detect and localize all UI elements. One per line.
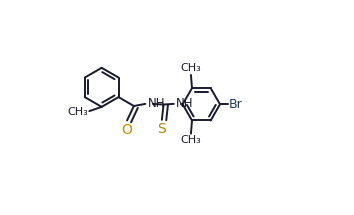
Text: S: S: [157, 122, 166, 136]
Text: NH: NH: [176, 97, 194, 110]
Text: O: O: [121, 123, 132, 137]
Text: CH₃: CH₃: [68, 106, 88, 117]
Text: CH₃: CH₃: [181, 135, 201, 145]
Text: CH₃: CH₃: [181, 63, 201, 74]
Text: Br: Br: [228, 98, 242, 111]
Text: NH: NH: [148, 97, 166, 110]
